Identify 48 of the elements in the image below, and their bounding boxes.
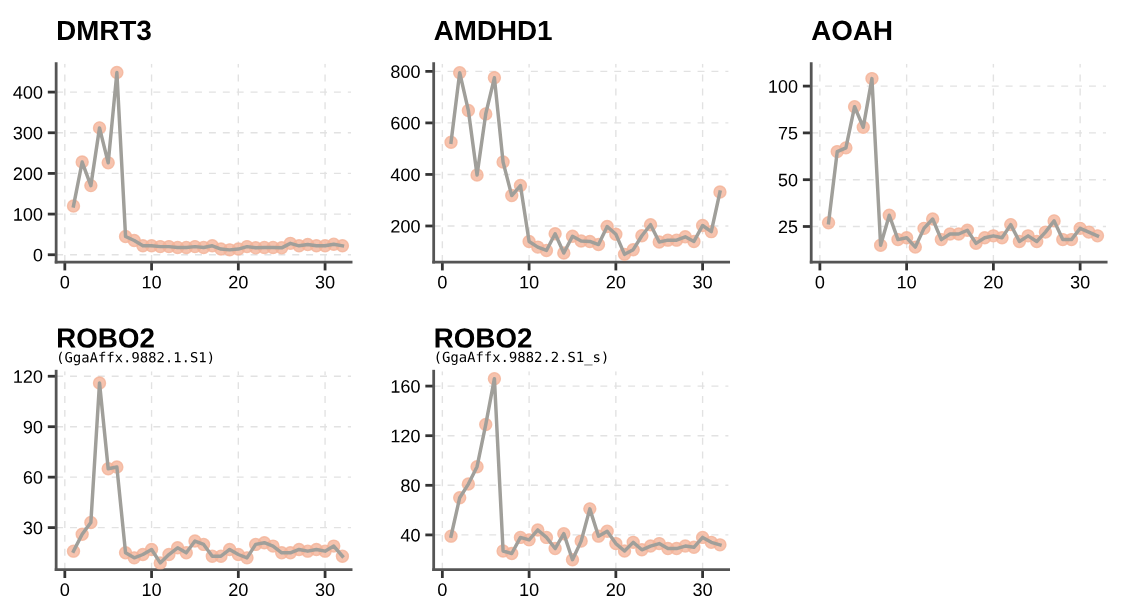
x-tick-label: 30	[693, 275, 712, 289]
y-tick-label: 30	[23, 521, 43, 535]
x-tick-label: 30	[693, 583, 712, 597]
x-tick-label: 20	[606, 583, 626, 597]
y-tick-label: 100	[769, 80, 798, 93]
x-tick-label: 20	[606, 275, 626, 289]
x-tick-label: 0	[60, 583, 70, 597]
y-tick-label: 160	[391, 380, 420, 393]
y-tick-label: 600	[391, 116, 420, 130]
chart-title: AMDHD1	[434, 20, 552, 41]
x-tick-label: 30	[315, 275, 335, 289]
chart-title: ROBO2	[58, 328, 154, 348]
x-tick-label: 10	[142, 275, 161, 289]
y-tick-label: 120	[14, 370, 43, 383]
x-tick-label: 10	[520, 275, 539, 289]
y-tick-label: 800	[391, 65, 420, 79]
x-tick-label: 30	[1070, 275, 1090, 289]
x-tick-label: 0	[60, 275, 70, 289]
x-tick-label: 30	[315, 583, 335, 597]
x-tick-label: 10	[142, 583, 161, 597]
x-tick-label: 0	[438, 275, 447, 289]
x-tick-label: 0	[438, 583, 447, 597]
y-tick-label: 200	[391, 219, 420, 233]
y-tick-label: 400	[13, 86, 43, 99]
x-tick-label: 20	[984, 275, 1003, 289]
y-tick-label: 120	[391, 429, 420, 443]
y-tick-label: 200	[13, 167, 43, 181]
y-tick-label: 25	[778, 220, 798, 234]
chart-title: DMRT3	[58, 20, 151, 41]
x-tick-label: 10	[520, 583, 539, 597]
y-tick-label: 400	[390, 168, 420, 182]
y-tick-label: 40	[400, 528, 420, 542]
chart-title: AOAH	[811, 20, 892, 41]
x-tick-label: 10	[897, 275, 916, 289]
y-tick-label: 75	[778, 127, 798, 140]
chart-subtitle: (GgaAffx.9882.1.S1)	[59, 351, 213, 366]
chart-title: ROBO2	[435, 328, 532, 348]
y-tick-label: 60	[23, 471, 43, 484]
x-tick-label: 20	[229, 275, 248, 289]
chart-subtitle: (GgaAffx.9882.2.S1_s)	[436, 351, 607, 366]
x-tick-label: 20	[229, 583, 248, 597]
y-tick-label: 80	[401, 479, 420, 493]
y-tick-label: 90	[23, 420, 43, 434]
y-tick-label: 0	[33, 248, 43, 262]
x-tick-label: 0	[815, 275, 825, 289]
y-tick-label: 100	[14, 208, 43, 221]
y-tick-label: 50	[778, 173, 798, 187]
y-tick-label: 300	[13, 126, 43, 140]
